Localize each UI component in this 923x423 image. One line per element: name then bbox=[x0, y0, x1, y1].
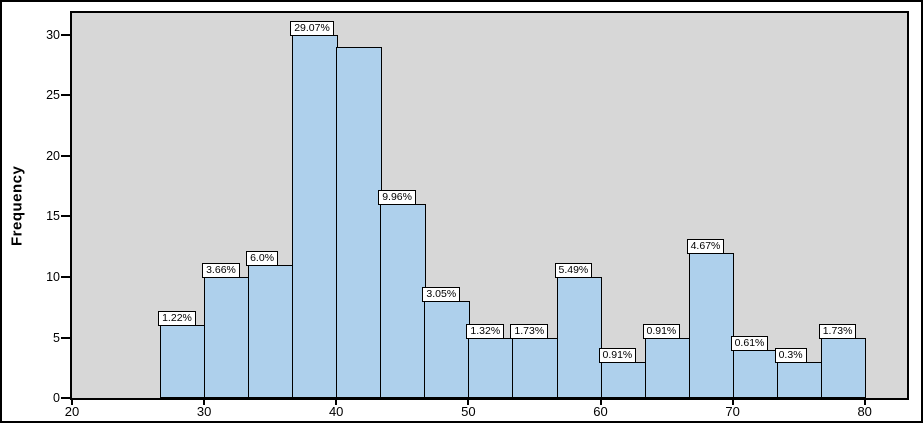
y-tick-label: 0 bbox=[53, 391, 60, 405]
bar-value-label: 3.05% bbox=[422, 287, 461, 303]
bar bbox=[732, 349, 779, 398]
y-tick-label: 5 bbox=[53, 330, 60, 345]
x-tick-mark bbox=[335, 399, 338, 405]
bar bbox=[820, 337, 867, 398]
bar bbox=[248, 264, 294, 398]
bar-value-label: 5.49% bbox=[554, 262, 593, 278]
x-tick-mark bbox=[731, 399, 734, 405]
bar bbox=[776, 361, 823, 398]
y-tick-mark bbox=[61, 33, 70, 36]
bar bbox=[468, 337, 514, 398]
bar-value-label: 3.66% bbox=[202, 262, 240, 278]
y-tick-mark bbox=[61, 94, 70, 97]
y-tick-mark bbox=[61, 154, 70, 157]
bar-value-label: 1.32% bbox=[466, 323, 505, 339]
bar-value-label: 9.96% bbox=[378, 190, 416, 206]
x-tick-mark bbox=[71, 399, 73, 405]
bar-value-label: 1.73% bbox=[818, 323, 857, 339]
x-tick-label: 20 bbox=[64, 404, 80, 419]
bar-value-label: 1.22% bbox=[158, 311, 196, 327]
bar-value-label: 0.91% bbox=[598, 347, 637, 363]
bar-value-label: 6.0% bbox=[246, 250, 279, 266]
x-tick-mark bbox=[467, 399, 470, 405]
x-tick-label: 70 bbox=[725, 404, 740, 419]
y-tick-mark bbox=[61, 215, 70, 218]
y-tick-label: 10 bbox=[46, 269, 60, 284]
bar-value-label: 0.61% bbox=[730, 335, 769, 351]
bar bbox=[380, 204, 426, 398]
x-tick-mark bbox=[599, 399, 602, 405]
x-tick-label: 40 bbox=[328, 404, 344, 419]
bar bbox=[556, 276, 602, 398]
plot-area: 1.22% 3.66% 6.0% 29.07% 9.96% 3.05% 1.32% 1.73%… bbox=[70, 11, 909, 400]
x-tick-mark bbox=[863, 399, 866, 405]
y-tick-label: 30 bbox=[46, 27, 60, 42]
bar-value-label: 0.91% bbox=[642, 323, 681, 339]
bar bbox=[204, 276, 250, 398]
y-tick-label: 20 bbox=[46, 148, 60, 163]
bar bbox=[424, 301, 470, 398]
x-tick-label: 80 bbox=[857, 404, 872, 419]
y-tick-mark bbox=[61, 336, 70, 339]
bar-value-label: 0.3% bbox=[774, 347, 807, 363]
x-tick-label: 60 bbox=[593, 404, 608, 419]
bar bbox=[600, 361, 646, 398]
y-tick-mark bbox=[61, 275, 70, 278]
bar bbox=[336, 46, 382, 398]
x-tick-label: 50 bbox=[461, 404, 476, 419]
bar-value-label: 29.07% bbox=[290, 20, 334, 36]
y-tick-mark bbox=[61, 397, 70, 399]
bar bbox=[160, 325, 206, 398]
bar-value-label: 1.73% bbox=[510, 323, 549, 339]
x-tick-label: 30 bbox=[196, 404, 212, 419]
bar bbox=[512, 337, 558, 398]
x-tick-mark bbox=[203, 399, 206, 405]
bar bbox=[644, 337, 691, 398]
bar bbox=[688, 252, 735, 398]
y-tick-label: 25 bbox=[46, 88, 60, 103]
bar-value-label: 4.67% bbox=[686, 238, 725, 254]
bar bbox=[292, 34, 338, 398]
y-tick-label: 15 bbox=[46, 209, 60, 224]
